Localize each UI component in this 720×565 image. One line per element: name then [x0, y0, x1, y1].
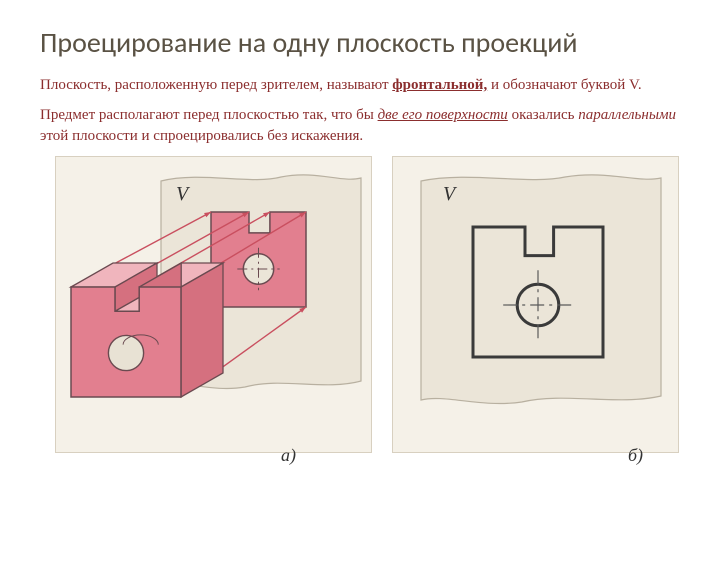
- term-surfaces: две его поверхности: [378, 107, 508, 123]
- page-title: Проецирование на одну плоскость проекций: [40, 25, 680, 60]
- figure-a: V а): [55, 156, 372, 453]
- text: Плоскость, расположенную перед зрителем,…: [40, 77, 392, 93]
- term-frontal: фронтальной,: [392, 77, 487, 93]
- text: этой плоскости и спроецировались без иск…: [40, 128, 363, 144]
- figure-b: V б): [392, 156, 679, 453]
- figure-a-svg: V: [56, 157, 371, 452]
- figure-a-label: а): [281, 445, 296, 466]
- term-parallel: параллельными: [578, 107, 676, 123]
- figures-row: V а) V б): [55, 156, 695, 453]
- paragraph-1: Плоскость, расположенную перед зрителем,…: [40, 75, 680, 95]
- figure-b-label: б): [628, 445, 643, 466]
- text: и обозначают буквой V.: [487, 77, 641, 93]
- text: Предмет располагают перед плоскостью так…: [40, 107, 378, 123]
- text: оказались: [508, 107, 578, 123]
- figure-b-svg: V: [393, 157, 678, 452]
- paragraph-2: Предмет располагают перед плоскостью так…: [40, 105, 680, 146]
